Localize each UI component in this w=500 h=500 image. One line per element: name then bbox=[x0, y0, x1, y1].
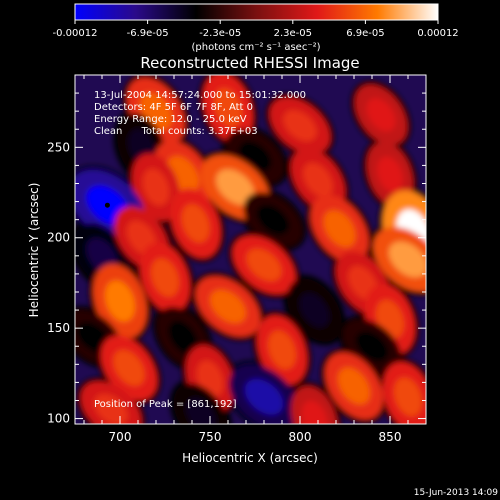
heatmap-feature-core bbox=[246, 248, 282, 282]
heatmap-feature-core bbox=[337, 367, 371, 405]
colorbar-unit-label: (photons cm⁻² s⁻¹ asec⁻²) bbox=[191, 42, 320, 53]
heatmap-feature-core bbox=[151, 258, 179, 297]
x-tick-label: 750 bbox=[199, 430, 222, 444]
heatmap-feature-core bbox=[303, 162, 333, 198]
x-tick-label: 800 bbox=[289, 430, 312, 444]
colorbar-ticks: -0.00012 -6.9e-05 -2.3e-05 2.3e-05 6.9e-05 0.… bbox=[53, 20, 459, 39]
footer-date: 15-Jun-2013 14:09 bbox=[414, 488, 498, 498]
colorbar-tick-label: 0.00012 bbox=[417, 28, 458, 39]
y-tick-label: 200 bbox=[47, 231, 70, 245]
y-tick-label: 150 bbox=[47, 321, 70, 335]
axes: 700 750 800 850 100 150 200 250 bbox=[47, 74, 426, 444]
heatmap-feature-core bbox=[210, 289, 246, 324]
heatmap-feature-core bbox=[355, 331, 389, 362]
annotation-peak: Position of Peak = [861,192] bbox=[94, 399, 237, 410]
y-tick-label: 250 bbox=[47, 140, 70, 154]
heatmap-feature-core bbox=[142, 168, 170, 206]
heatmap-feature-core bbox=[301, 400, 328, 424]
heatmap-feature-core bbox=[214, 88, 242, 127]
y-axis-label: Heliocentric Y (arcsec) bbox=[27, 183, 41, 318]
colorbar-tick-label: 2.3e-05 bbox=[274, 28, 312, 39]
plot-frame bbox=[74, 74, 427, 425]
colorbar bbox=[74, 3, 439, 21]
heatmap-feature-core bbox=[113, 350, 145, 386]
heatmap-feature-core bbox=[181, 204, 210, 243]
heatmap-feature-core bbox=[216, 169, 255, 205]
heatmap-feature-core bbox=[256, 204, 290, 235]
peak-marker bbox=[104, 202, 110, 208]
heatmap-feature-core bbox=[394, 377, 422, 417]
annotation-time: 13-Jul-2004 14:57:24.000 to 15:01:32.000 bbox=[94, 90, 306, 101]
annotation-detectors: Detectors: 4F 5F 6F 7F 8F, Att 0 bbox=[94, 102, 253, 113]
colorbar-tick-label: -0.00012 bbox=[53, 28, 98, 39]
heatmap-feature-core bbox=[244, 379, 284, 415]
heatmap-feature-core bbox=[366, 98, 396, 132]
colorbar-tick-label: -2.3e-05 bbox=[199, 28, 241, 39]
y-tick-label: 100 bbox=[47, 412, 70, 426]
x-tick-label: 850 bbox=[379, 430, 402, 444]
heatmap-feature-core bbox=[168, 320, 198, 354]
heatmap-feature-core bbox=[268, 330, 296, 370]
heatmap-feature-core bbox=[76, 322, 110, 353]
colorbar-tick-label: 6.9e-05 bbox=[346, 28, 384, 39]
heatmap-feature-core bbox=[323, 210, 356, 248]
x-tick-label: 700 bbox=[109, 430, 132, 444]
heatmap-image bbox=[75, 75, 426, 424]
colorbar-tick-label: -6.9e-05 bbox=[127, 28, 169, 39]
x-axis-label: Heliocentric X (arcsec) bbox=[182, 451, 318, 465]
annotation-energy: Energy Range: 12.0 - 25.0 keV bbox=[94, 114, 247, 125]
annotation-clean: Clean Total counts: 3.37E+03 bbox=[94, 126, 258, 137]
heatmap-feature-core bbox=[388, 241, 426, 278]
heatmap-feature-core bbox=[299, 292, 330, 328]
chart-title: Reconstructed RHESSI Image bbox=[140, 54, 359, 72]
heatmap-feature-core bbox=[105, 280, 135, 322]
heatmap-feature-core bbox=[377, 156, 403, 193]
heatmap-feature-core bbox=[94, 393, 128, 424]
heatmap-feature-core bbox=[283, 110, 317, 142]
